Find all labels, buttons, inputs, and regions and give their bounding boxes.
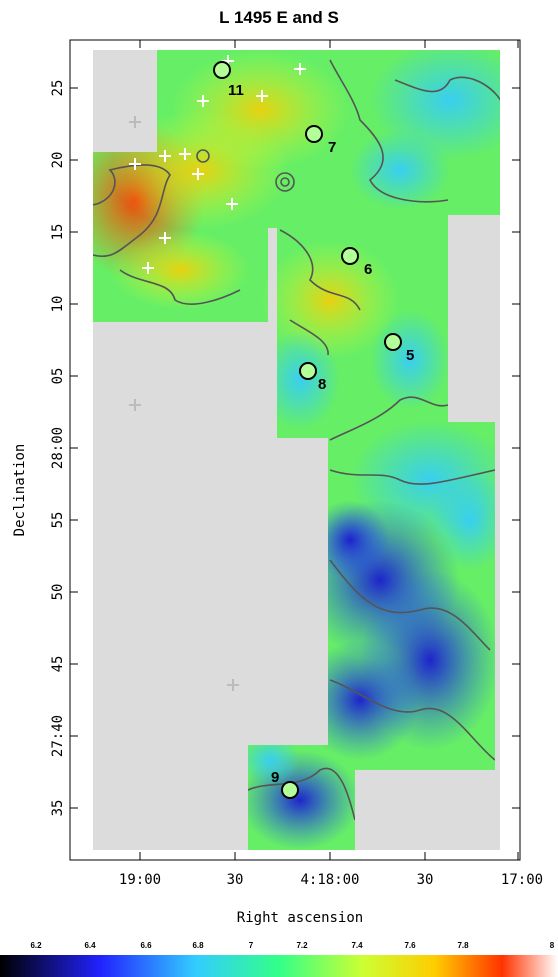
x-axis-label: Right ascension [237,910,363,926]
source-markers: 11 7 6 5 8 9 [213,61,414,799]
source-6: 6 [341,247,372,278]
y-axis-label: Declination [12,444,28,537]
colorbar-gradient [0,955,558,977]
x-tick-labels: 19:00 30 4:18:00 30 17:00 [119,872,543,888]
y-tick-label: 28:00 [50,427,66,469]
y-tick-label: 20 [50,152,66,169]
source-9: 9 [271,769,299,799]
colorbar-tick: 7 [249,941,254,950]
colorbar-tick: 6.8 [192,941,204,950]
colorbar-tick: 6.2 [30,941,42,950]
colorbar: 6.2 6.4 6.6 6.8 7 7.2 7.4 7.6 7.8 8 [0,941,558,977]
frame-ticks [70,40,520,860]
source-11: 11 [213,61,244,99]
colorbar-ticks: 6.2 6.4 6.6 6.8 7 7.2 7.4 7.6 7.8 8 [30,941,554,950]
colorbar-tick: 6.6 [140,941,152,950]
y-tick-label: 55 [50,512,66,529]
source-label: 5 [406,347,414,364]
source-label: 9 [271,769,279,786]
colorbar-tick: 7.4 [351,941,363,950]
y-tick-label: 05 [50,368,66,385]
x-tick-label: 30 [227,872,244,888]
colorbar-tick: 7.6 [404,941,416,950]
x-tick-label: 4:18:00 [300,872,359,888]
y-tick-label: 50 [50,584,66,601]
x-tick-label: 19:00 [119,872,161,888]
source-label: 8 [318,376,326,393]
y-tick-label: 10 [50,296,66,313]
y-tick-label: 25 [50,80,66,97]
y-tick-label: 45 [50,656,66,673]
source-8: 8 [299,362,326,393]
colorbar-tick: 6.4 [84,941,96,950]
source-5: 5 [384,333,414,364]
y-tick-label: 35 [50,800,66,817]
source-7: 7 [305,125,336,156]
colorbar-tick: 7.2 [296,941,308,950]
x-tick-label: 17:00 [501,872,543,888]
map-title: L 1495 E and S [219,8,339,27]
y-tick-labels: 25 20 15 10 05 28:00 55 50 45 27:40 35 [50,80,66,817]
colorbar-tick: 8 [550,941,555,950]
y-tick-label: 27:40 [50,715,66,757]
source-label: 6 [364,261,372,278]
source-label: 7 [328,139,336,156]
x-tick-label: 30 [417,872,434,888]
y-tick-label: 15 [50,224,66,241]
colorbar-tick: 7.8 [457,941,469,950]
star-markers-grey [129,116,239,691]
contour-lines [93,59,500,821]
source-label: 11 [228,82,244,99]
